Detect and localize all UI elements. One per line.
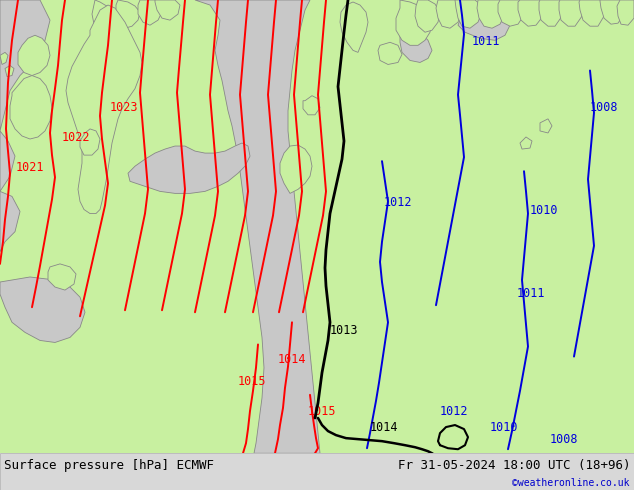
Polygon shape [477, 0, 505, 28]
Polygon shape [340, 2, 368, 52]
Polygon shape [455, 0, 482, 28]
Text: Surface pressure [hPa] ECMWF: Surface pressure [hPa] ECMWF [4, 459, 214, 471]
Polygon shape [155, 0, 180, 20]
Polygon shape [128, 143, 250, 194]
Text: 1014: 1014 [278, 353, 306, 366]
Polygon shape [378, 42, 402, 65]
Polygon shape [10, 75, 52, 139]
Text: 1012: 1012 [384, 196, 413, 210]
Polygon shape [396, 0, 432, 46]
Polygon shape [303, 96, 320, 115]
Text: 1008: 1008 [590, 101, 619, 114]
Polygon shape [579, 0, 605, 26]
Polygon shape [400, 30, 432, 62]
Polygon shape [436, 0, 462, 28]
Polygon shape [5, 66, 14, 76]
Polygon shape [498, 0, 525, 26]
Polygon shape [0, 277, 85, 343]
Polygon shape [0, 192, 20, 252]
Polygon shape [600, 0, 625, 24]
Polygon shape [539, 0, 564, 26]
Polygon shape [559, 0, 584, 26]
Polygon shape [617, 0, 634, 25]
Text: 1011: 1011 [472, 35, 500, 49]
Text: Fr 31-05-2024 18:00 UTC (18+96): Fr 31-05-2024 18:00 UTC (18+96) [398, 459, 630, 471]
Polygon shape [0, 52, 8, 65]
Text: 1011: 1011 [517, 287, 545, 300]
Text: 1014: 1014 [370, 421, 399, 434]
Text: 1015: 1015 [308, 405, 337, 418]
Text: 1021: 1021 [16, 161, 44, 174]
Text: 1010: 1010 [490, 421, 519, 434]
Text: 1010: 1010 [530, 203, 559, 217]
Polygon shape [92, 0, 122, 32]
Polygon shape [518, 0, 545, 26]
Polygon shape [138, 0, 162, 25]
Polygon shape [66, 5, 142, 214]
Polygon shape [116, 0, 140, 28]
Polygon shape [540, 119, 552, 133]
Polygon shape [415, 0, 440, 32]
Polygon shape [0, 131, 15, 192]
Text: 1012: 1012 [440, 405, 469, 418]
Polygon shape [195, 0, 320, 453]
Text: 1015: 1015 [238, 375, 266, 388]
Text: 1023: 1023 [110, 101, 138, 114]
Polygon shape [520, 137, 532, 149]
Polygon shape [80, 129, 100, 155]
Polygon shape [18, 35, 50, 75]
Text: 1013: 1013 [330, 324, 358, 338]
Polygon shape [48, 264, 76, 290]
Text: ©weatheronline.co.uk: ©weatheronline.co.uk [512, 478, 630, 489]
Text: 1022: 1022 [62, 131, 91, 144]
Polygon shape [0, 0, 50, 131]
Polygon shape [458, 15, 510, 40]
Polygon shape [280, 145, 312, 194]
Text: 1008: 1008 [550, 433, 578, 446]
